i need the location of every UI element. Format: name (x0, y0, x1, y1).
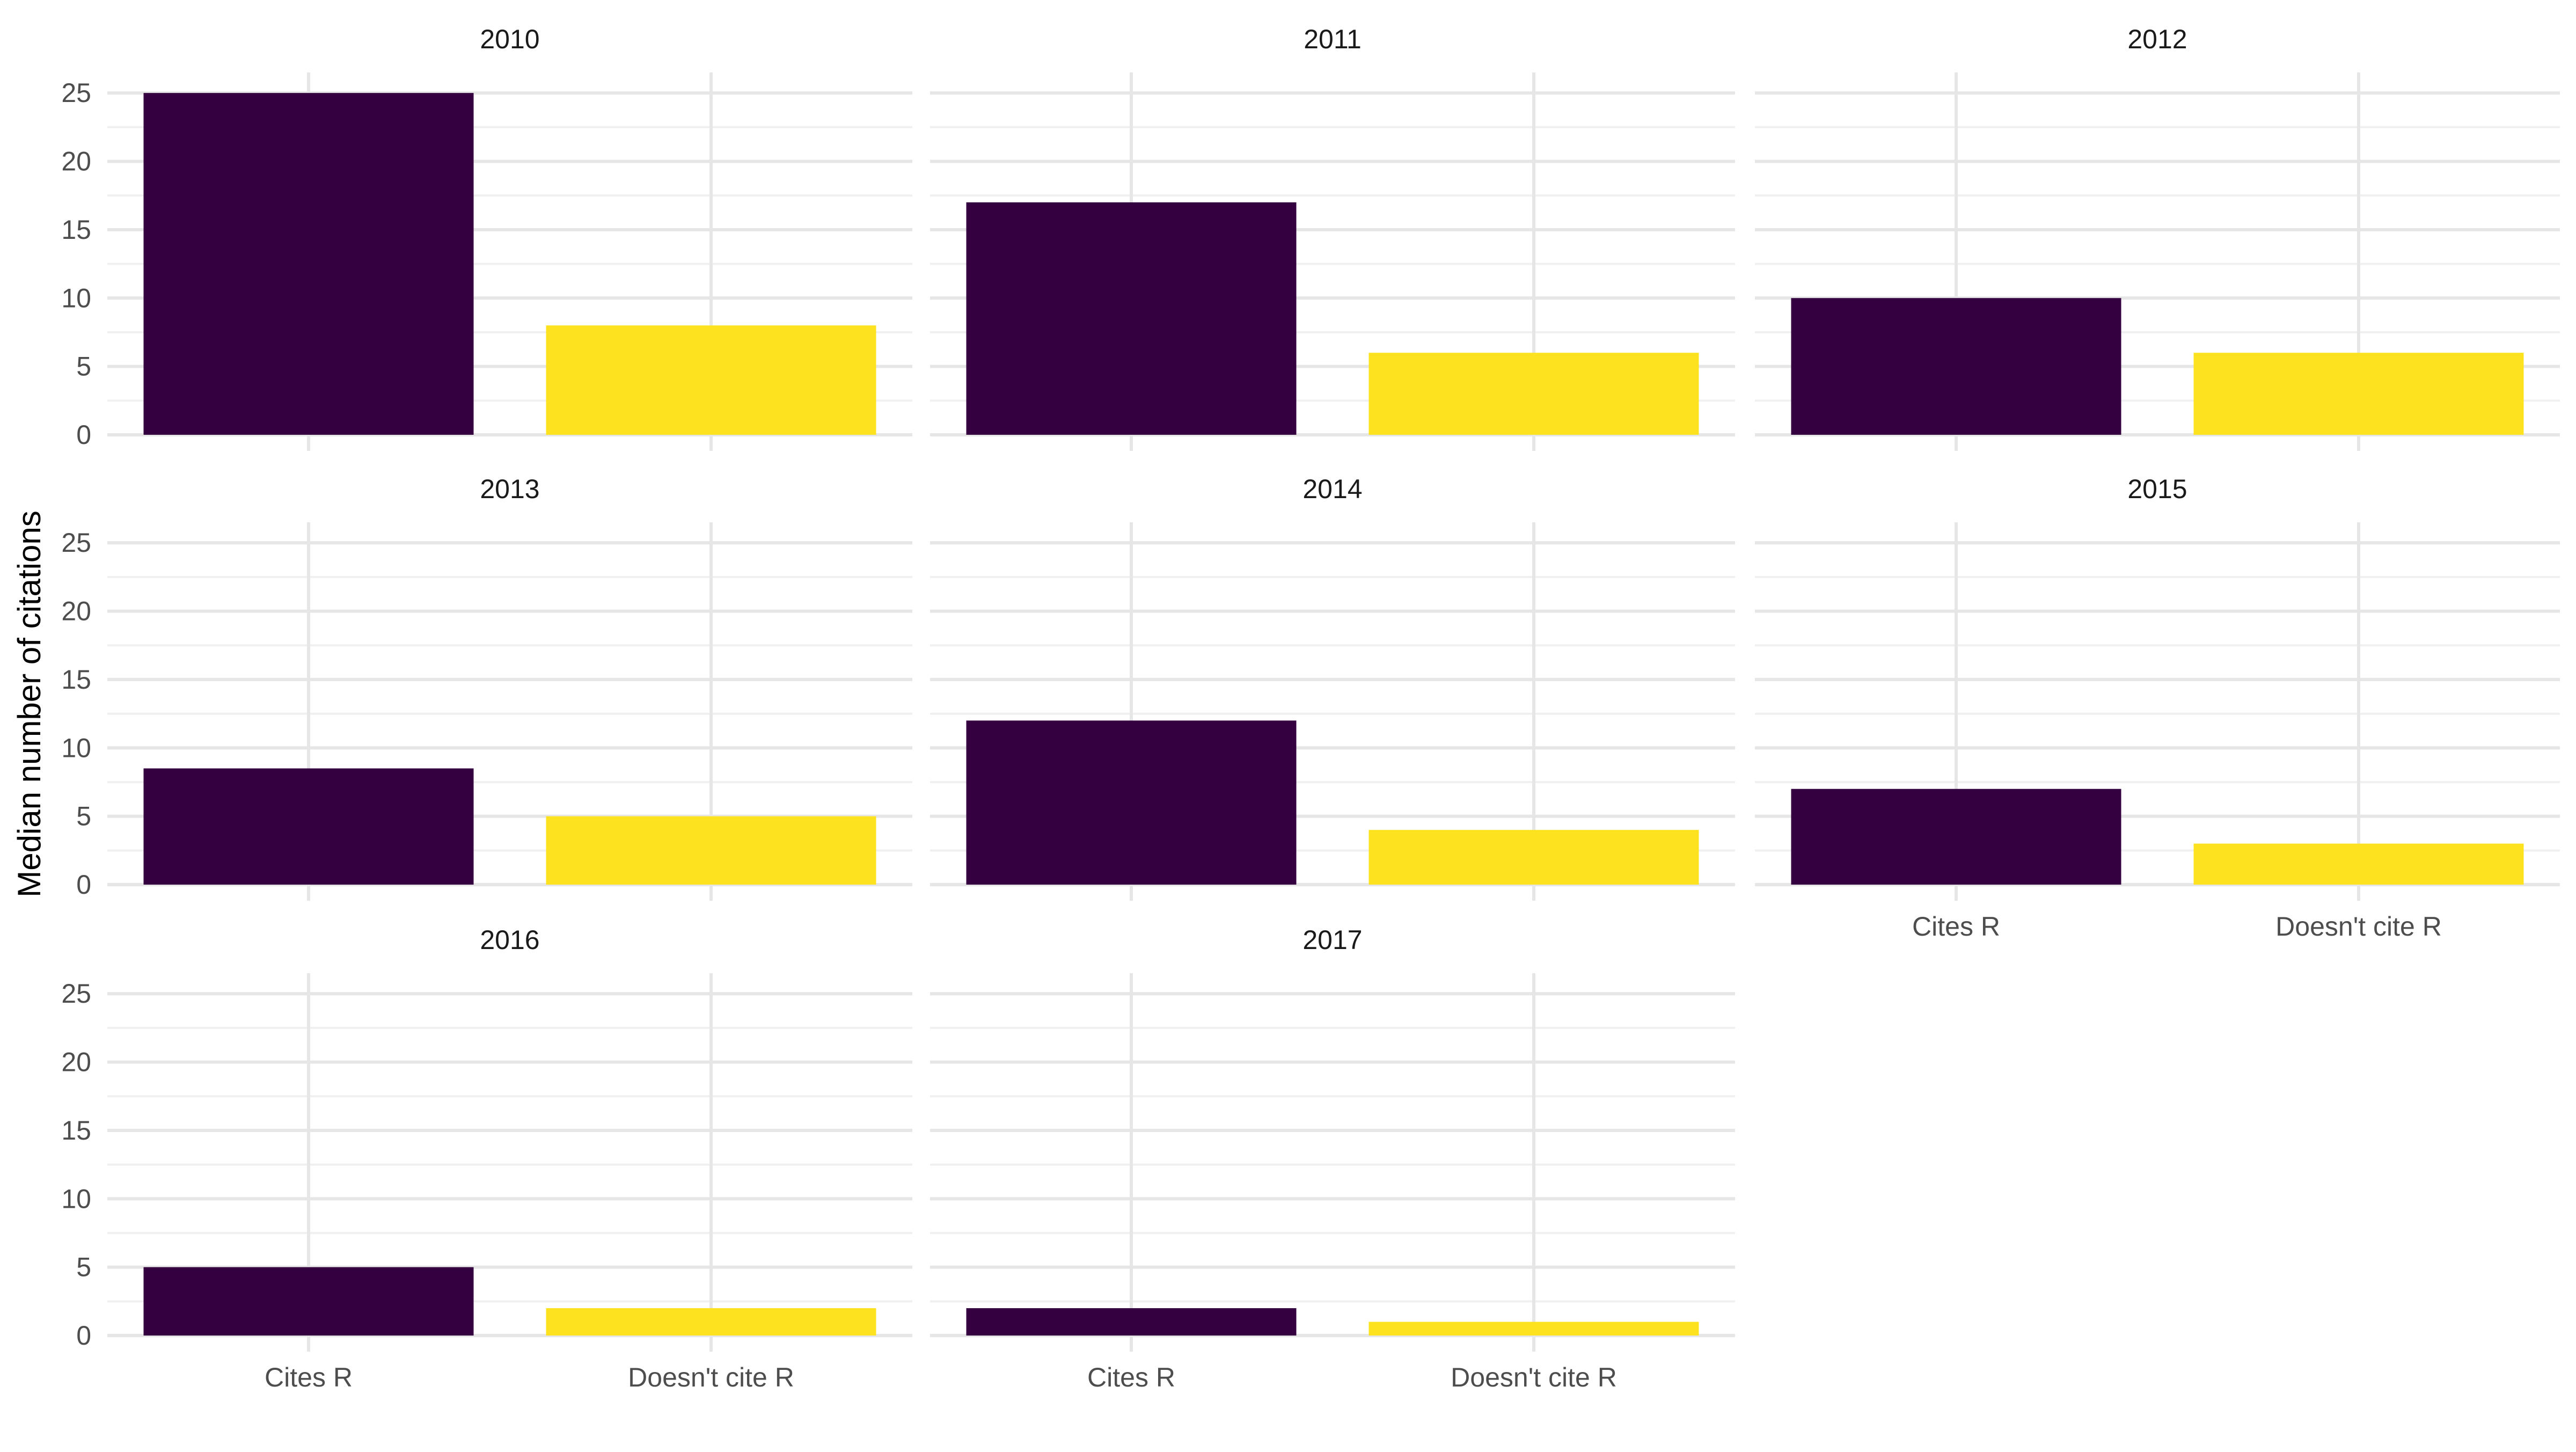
y-tick-label: 10 (61, 1184, 91, 1214)
y-tick-label: 5 (76, 1252, 91, 1282)
facet-panel-2010: 2010 0 5 10 15 20 25 (61, 24, 912, 451)
y-tick-label: 5 (76, 352, 91, 382)
bar-cites-r (966, 202, 1297, 435)
bar-doesn-t-cite-r (1368, 1322, 1699, 1336)
facet-panel-2011: 2011 (930, 24, 1735, 451)
facet-panel-2014: 2014 (930, 474, 1735, 901)
facet-panel-2013: 2013 0 5 10 15 20 25 (61, 474, 912, 901)
facet-title: 2017 (1302, 925, 1362, 955)
bar-cites-r (143, 1267, 474, 1336)
y-tick-label: 15 (61, 665, 91, 695)
facet-title: 2010 (480, 24, 539, 54)
y-tick-label: 25 (61, 979, 91, 1009)
y-tick-label: 10 (61, 733, 91, 763)
bar-doesn-t-cite-r (2193, 843, 2524, 885)
bar-doesn-t-cite-r (1368, 353, 1699, 435)
y-tick-label: 20 (61, 596, 91, 626)
bar-cites-r (143, 93, 474, 435)
facet-title: 2013 (480, 474, 539, 504)
y-tick-label: 0 (76, 870, 91, 900)
y-tick-label: 10 (61, 283, 91, 313)
bar-doesn-t-cite-r (546, 816, 876, 885)
bar-doesn-t-cite-r (1368, 830, 1699, 885)
facet-panel-2015: 2015 Cites R Doesn't cite R (1755, 474, 2560, 942)
x-tick-label: Doesn't cite R (2275, 911, 2442, 942)
y-tick-label: 15 (61, 1115, 91, 1145)
bar-cites-r (966, 1308, 1297, 1336)
y-tick-label: 20 (61, 1047, 91, 1077)
bar-cites-r (143, 768, 474, 885)
y-tick-label: 5 (76, 801, 91, 831)
y-tick-label: 0 (76, 1320, 91, 1351)
facet-title: 2016 (480, 925, 539, 955)
bar-cites-r (966, 720, 1297, 885)
y-axis-title: Median number of citations (11, 510, 47, 897)
y-tick-label: 20 (61, 147, 91, 177)
bar-cites-r (1791, 298, 2121, 435)
x-tick-label: Doesn't cite R (628, 1362, 794, 1392)
facet-panel-2012: 2012 (1755, 24, 2560, 451)
x-tick-label: Cites R (1912, 911, 2000, 942)
facet-title: 2015 (2127, 474, 2187, 504)
bar-doesn-t-cite-r (546, 325, 876, 435)
bar-doesn-t-cite-r (2193, 353, 2524, 435)
facet-title: 2014 (1302, 474, 1362, 504)
facet-title: 2012 (2127, 24, 2187, 54)
y-tick-label: 0 (76, 420, 91, 450)
x-tick-label: Cites R (265, 1362, 353, 1392)
facet-panel-2017: 2017 Cites R Doesn't cite R (930, 925, 1735, 1392)
x-tick-label: Doesn't cite R (1451, 1362, 1617, 1392)
facet-title: 2011 (1304, 24, 1362, 54)
x-tick-label: Cites R (1087, 1362, 1175, 1392)
bar-doesn-t-cite-r (546, 1308, 876, 1336)
y-tick-label: 25 (61, 78, 91, 108)
y-tick-label: 25 (61, 528, 91, 558)
bar-cites-r (1791, 789, 2121, 885)
y-tick-label: 15 (61, 215, 91, 245)
facet-panel-2016: 2016 0 5 10 15 20 25 Cites R Doesn't cite R (61, 925, 912, 1392)
